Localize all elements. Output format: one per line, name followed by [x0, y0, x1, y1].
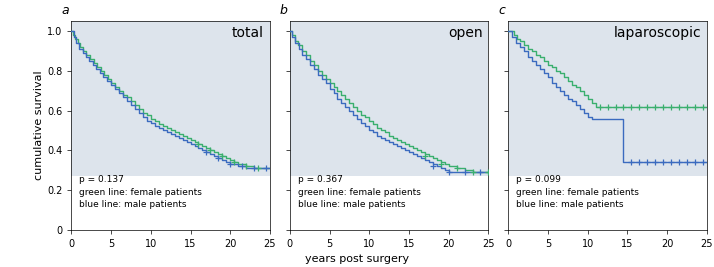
Text: laparoscopic: laparoscopic [613, 26, 701, 40]
Text: p = 0.367
green line: female patients
blue line: male patients: p = 0.367 green line: female patients bl… [298, 175, 421, 210]
Bar [290, 21, 488, 176]
Text: total: total [232, 26, 264, 40]
Text: b: b [280, 4, 288, 17]
Bar [508, 21, 707, 176]
Text: open: open [448, 26, 483, 40]
Text: c: c [498, 4, 506, 17]
Text: a: a [61, 4, 69, 17]
Y-axis label: cumulative survival: cumulative survival [34, 71, 44, 180]
Text: years post surgery: years post surgery [305, 254, 409, 264]
Text: p = 0.137
green line: female patients
blue line: male patients: p = 0.137 green line: female patients bl… [79, 175, 202, 210]
Bar [71, 21, 270, 176]
Text: p = 0.099
green line: female patients
blue line: male patients: p = 0.099 green line: female patients bl… [516, 175, 639, 210]
